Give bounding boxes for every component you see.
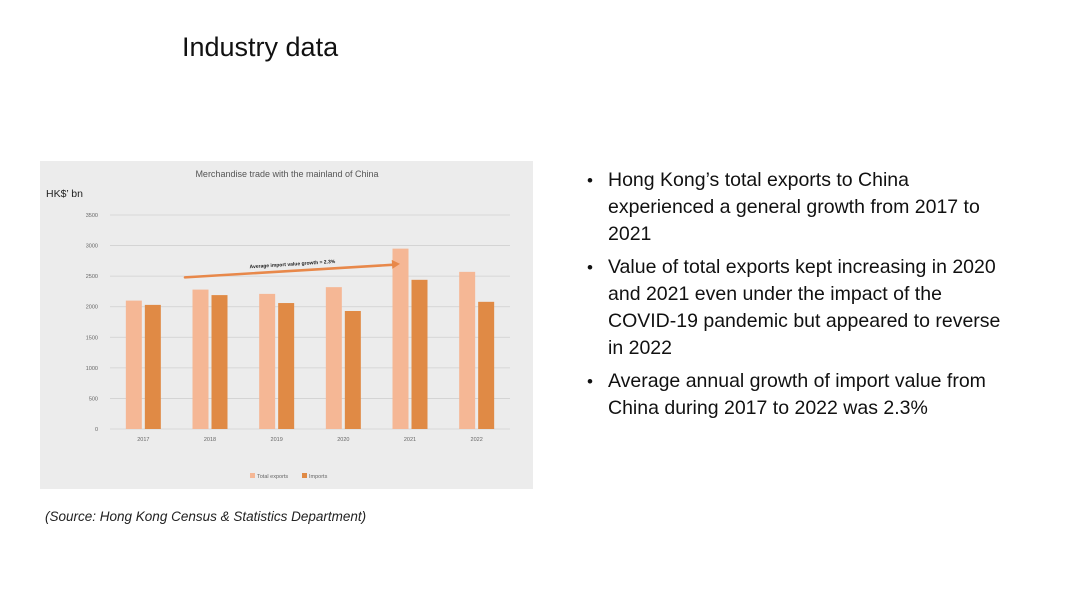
y-tick-label: 3000: [86, 244, 98, 250]
bar-imports: [278, 303, 295, 429]
bullet-item: • Average annual growth of import value f…: [587, 368, 1007, 422]
bar-imports: [344, 310, 361, 429]
bullet-icon: •: [587, 372, 593, 391]
bar-imports: [211, 295, 228, 429]
slide-title: Industry data: [182, 32, 339, 62]
x-tick-label: 2022: [471, 437, 483, 443]
x-tick-label: 2018: [204, 437, 216, 443]
y-tick-label: 2000: [86, 305, 98, 311]
bar-imports: [411, 279, 428, 429]
bullet-text: Average annual growth of import value fr…: [608, 370, 986, 419]
bullet-text: Value of total exports kept increasing i…: [608, 256, 1001, 359]
bullet-text: Hong Kong’s total exports to China exper…: [608, 169, 980, 245]
bullet-item: • Value of total exports kept increasing …: [587, 254, 1007, 362]
bullet-item: • Hong Kong’s total exports to China expe…: [587, 167, 1007, 248]
chart-title: Merchandise trade with the mainland of C…: [195, 169, 378, 179]
bar-imports: [144, 304, 161, 429]
bar-imports: [478, 301, 495, 429]
legend-label: Total exports: [257, 474, 288, 480]
y-tick-label: 2500: [86, 274, 98, 280]
bar-total-exports: [325, 287, 342, 429]
y-tick-label: 1000: [86, 366, 98, 372]
bullet-list: • Hong Kong’s total exports to China expe…: [587, 167, 1007, 428]
bar-total-exports: [125, 300, 142, 429]
legend-swatch: [302, 473, 307, 478]
y-tick-label: 0: [95, 427, 98, 433]
source-note: (Source: Hong Kong Census & Statistics D…: [45, 509, 367, 524]
bar-total-exports: [392, 248, 409, 429]
chart-panel: Merchandise trade with the mainland of C…: [40, 161, 533, 489]
legend-label: Imports: [309, 474, 328, 480]
annotation-text: Average import value growth = 2.3%: [249, 259, 336, 270]
y-tick-label: 1500: [86, 335, 98, 341]
legend-swatch: [250, 473, 255, 478]
bar-total-exports: [459, 271, 476, 429]
y-axis-label: HK$’ bn: [46, 188, 83, 200]
annotation-arrow-head: [391, 259, 400, 269]
bar-chart: Merchandise trade with the mainland of C…: [46, 169, 510, 480]
x-tick-label: 2021: [404, 437, 416, 443]
bar-total-exports: [259, 293, 276, 429]
x-tick-label: 2020: [337, 437, 349, 443]
bullet-icon: •: [587, 171, 593, 190]
y-tick-label: 500: [89, 396, 98, 402]
y-tick-label: 3500: [86, 213, 98, 219]
x-tick-label: 2017: [137, 437, 149, 443]
x-tick-label: 2019: [271, 437, 283, 443]
annotation-arrow-shaft: [183, 263, 396, 279]
bullet-icon: •: [587, 258, 593, 277]
bar-total-exports: [192, 289, 209, 429]
